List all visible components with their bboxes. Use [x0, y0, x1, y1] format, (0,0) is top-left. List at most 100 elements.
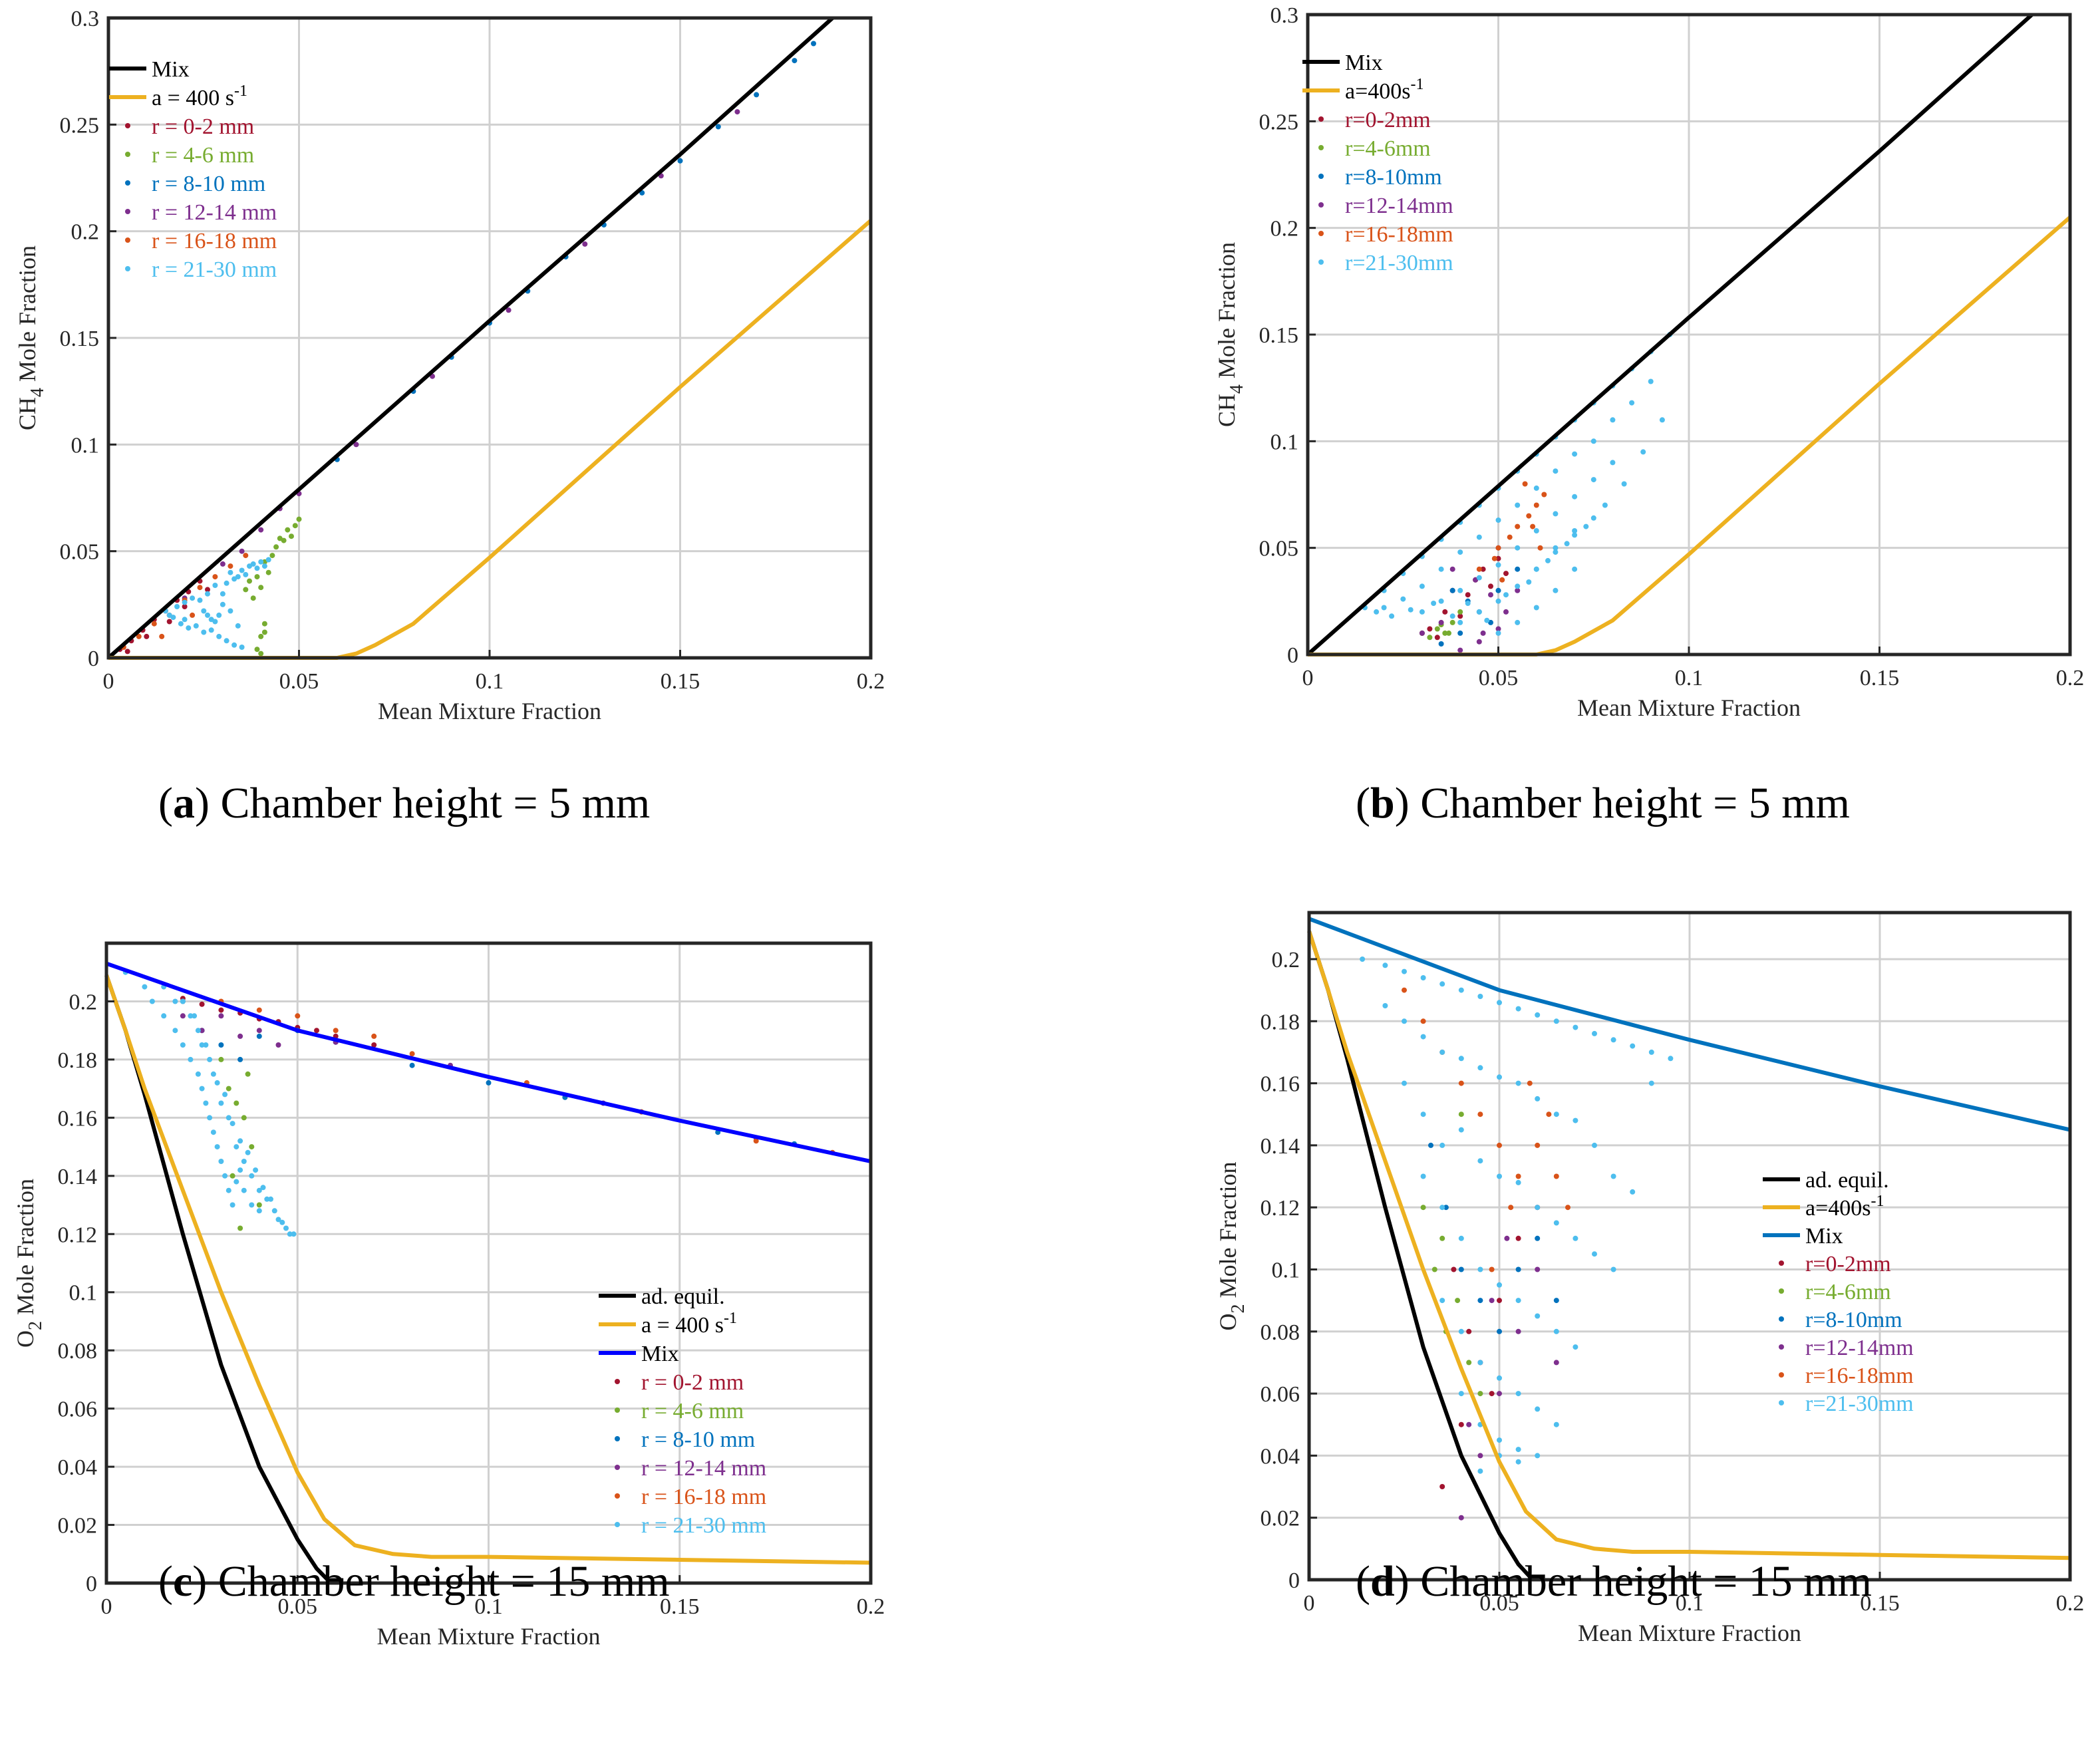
- y-tick-label: 0.12: [1261, 1196, 1300, 1221]
- y-tick-label: 0.06: [58, 1397, 98, 1422]
- scatter-point-5: [1477, 1065, 1483, 1071]
- scatter-point-5: [254, 565, 260, 571]
- scatter-point-5: [1610, 1173, 1616, 1179]
- scatter-point-5: [239, 567, 245, 573]
- scatter-point-0: [124, 649, 130, 655]
- scatter-point-4: [1515, 523, 1521, 529]
- scatter-point-0: [1442, 609, 1448, 615]
- chart-a: 0 0.05 0.1 0.15 0.2 0 0.05 0.1 0.15 0.2 0.25 0.3 Mea…: [14, 7, 885, 724]
- scatter-point-5: [229, 1121, 235, 1127]
- y-axis-label: O2 Mole Fraction: [1215, 1162, 1249, 1331]
- scatter-point-5: [1610, 1266, 1616, 1272]
- scatter-point-5: [178, 621, 184, 627]
- legend-line-sup: -1: [1411, 76, 1424, 93]
- scatter-point-5: [253, 1167, 259, 1173]
- scatter-point-5: [1515, 1459, 1521, 1465]
- legend-marker: [1318, 174, 1324, 179]
- chart-c: 0 0.05 0.1 0.15 0.2 0 0.02 0.04 0.06 0.08 0.1 0.12 0…: [12, 941, 885, 1650]
- legend-scatter-label: r = 12-14 mm: [641, 1456, 766, 1481]
- scatter-point-0: [1488, 583, 1493, 589]
- legend-scatter-label: r=0-2mm: [1345, 108, 1431, 132]
- scatter-point-5: [1400, 596, 1406, 602]
- scatter-point-0: [1495, 555, 1501, 561]
- scatter-point-5: [1457, 587, 1463, 593]
- x-tick-label: 0.1: [474, 1594, 503, 1619]
- scatter-point-5: [1602, 502, 1608, 508]
- scatter-point-5: [229, 1202, 235, 1208]
- scatter-point-2: [256, 1033, 262, 1039]
- scatter-point-5: [237, 1167, 243, 1173]
- y-tick-label: 0.08: [1261, 1320, 1300, 1345]
- scatter-point-5: [182, 599, 188, 605]
- legend-marker: [615, 1436, 620, 1441]
- scatter-point-0: [1497, 1298, 1502, 1304]
- scatter-point-5: [1553, 545, 1559, 551]
- y-tick-label: 0.15: [1259, 323, 1299, 348]
- x-axis-label: Mean Mixture Fraction: [1577, 694, 1801, 721]
- scatter-point-5: [271, 1208, 277, 1214]
- legend-line-name: a=400s: [1345, 79, 1411, 104]
- scatter-point-5: [193, 623, 199, 629]
- legend-marker: [125, 209, 130, 214]
- scatter-point-5: [1458, 1235, 1464, 1241]
- scatter-point-5: [1515, 1080, 1521, 1086]
- y-tick-label: 0.2: [1272, 948, 1300, 972]
- scatter-point-5: [239, 645, 245, 650]
- scatter-point-5: [258, 559, 264, 565]
- scatter-point-4: [1546, 1111, 1552, 1117]
- caption-d: (d) Chamber height = 15 mm: [1356, 1557, 1872, 1606]
- legend-line-sup: -1: [1871, 1193, 1884, 1210]
- y-tick-label: 0: [86, 1572, 97, 1596]
- scatter-point-4: [190, 612, 196, 618]
- scatter-point-4: [1522, 481, 1528, 487]
- scatter-point-5: [1438, 598, 1444, 604]
- x-tick-label: 0: [101, 1594, 112, 1619]
- legend-scatter-label: r=21-30mm: [1805, 1392, 1914, 1416]
- y-axis-label-sub: 4: [27, 388, 48, 397]
- caption-b-label: b: [1370, 779, 1395, 827]
- scatter-point-3: [1438, 619, 1444, 625]
- scatter-point-4: [333, 1028, 339, 1034]
- scatter-point-1: [281, 537, 287, 543]
- scatter-point-3: [1503, 609, 1509, 615]
- scatter-point-5: [1477, 1266, 1483, 1272]
- scatter-point-3: [1419, 630, 1425, 636]
- scatter-point-1: [292, 523, 298, 529]
- x-tick-label: 0.15: [660, 1594, 700, 1619]
- scatter-point-0: [1465, 592, 1471, 598]
- scatter-point-1: [1466, 1360, 1472, 1366]
- y-tick-label: 0.1: [1271, 430, 1299, 454]
- scatter-point-5: [1476, 609, 1482, 615]
- y-tick-label: 0.14: [58, 1165, 98, 1189]
- legend-scatter-label: r=4-6mm: [1345, 136, 1431, 161]
- scatter-point-0: [1466, 1328, 1472, 1334]
- scatter-point-5: [241, 1187, 247, 1193]
- y-tick-label: 0.14: [1261, 1134, 1300, 1159]
- scatter-point-5: [1648, 1049, 1654, 1055]
- legend-line-sup: -1: [234, 82, 247, 100]
- scatter-point-4: [1402, 987, 1407, 993]
- scatter-point-5: [283, 1225, 289, 1231]
- scatter-point-5: [1553, 1111, 1559, 1117]
- scatter-point-5: [182, 617, 188, 623]
- scatter-point-5: [1515, 583, 1521, 589]
- scatter-point-1: [1439, 1235, 1445, 1241]
- scatter-point-3: [199, 1028, 205, 1034]
- scatter-point-5: [210, 1071, 216, 1077]
- scatter-point-3: [1553, 1360, 1559, 1366]
- legend-marker: [615, 1379, 620, 1384]
- scatter-point-3: [256, 1028, 262, 1034]
- scatter-point-5: [1457, 619, 1463, 625]
- x-tick-label: 0.2: [2056, 1591, 2085, 1616]
- scatter-point-5: [1503, 592, 1509, 598]
- scatter-point-5: [1439, 1049, 1445, 1055]
- legend-line-label: ad. equil.: [1805, 1168, 1889, 1193]
- scatter-point-3: [258, 527, 264, 533]
- scatter-point-2: [715, 124, 721, 130]
- scatter-point-5: [1573, 1235, 1578, 1241]
- scatter-point-5: [1553, 1328, 1559, 1334]
- legend-marker: [1779, 1344, 1784, 1350]
- legend-scatter-label: r = 21-30 mm: [641, 1513, 766, 1538]
- scatter-point-5: [1629, 400, 1635, 406]
- scatter-point-5: [1630, 1043, 1636, 1049]
